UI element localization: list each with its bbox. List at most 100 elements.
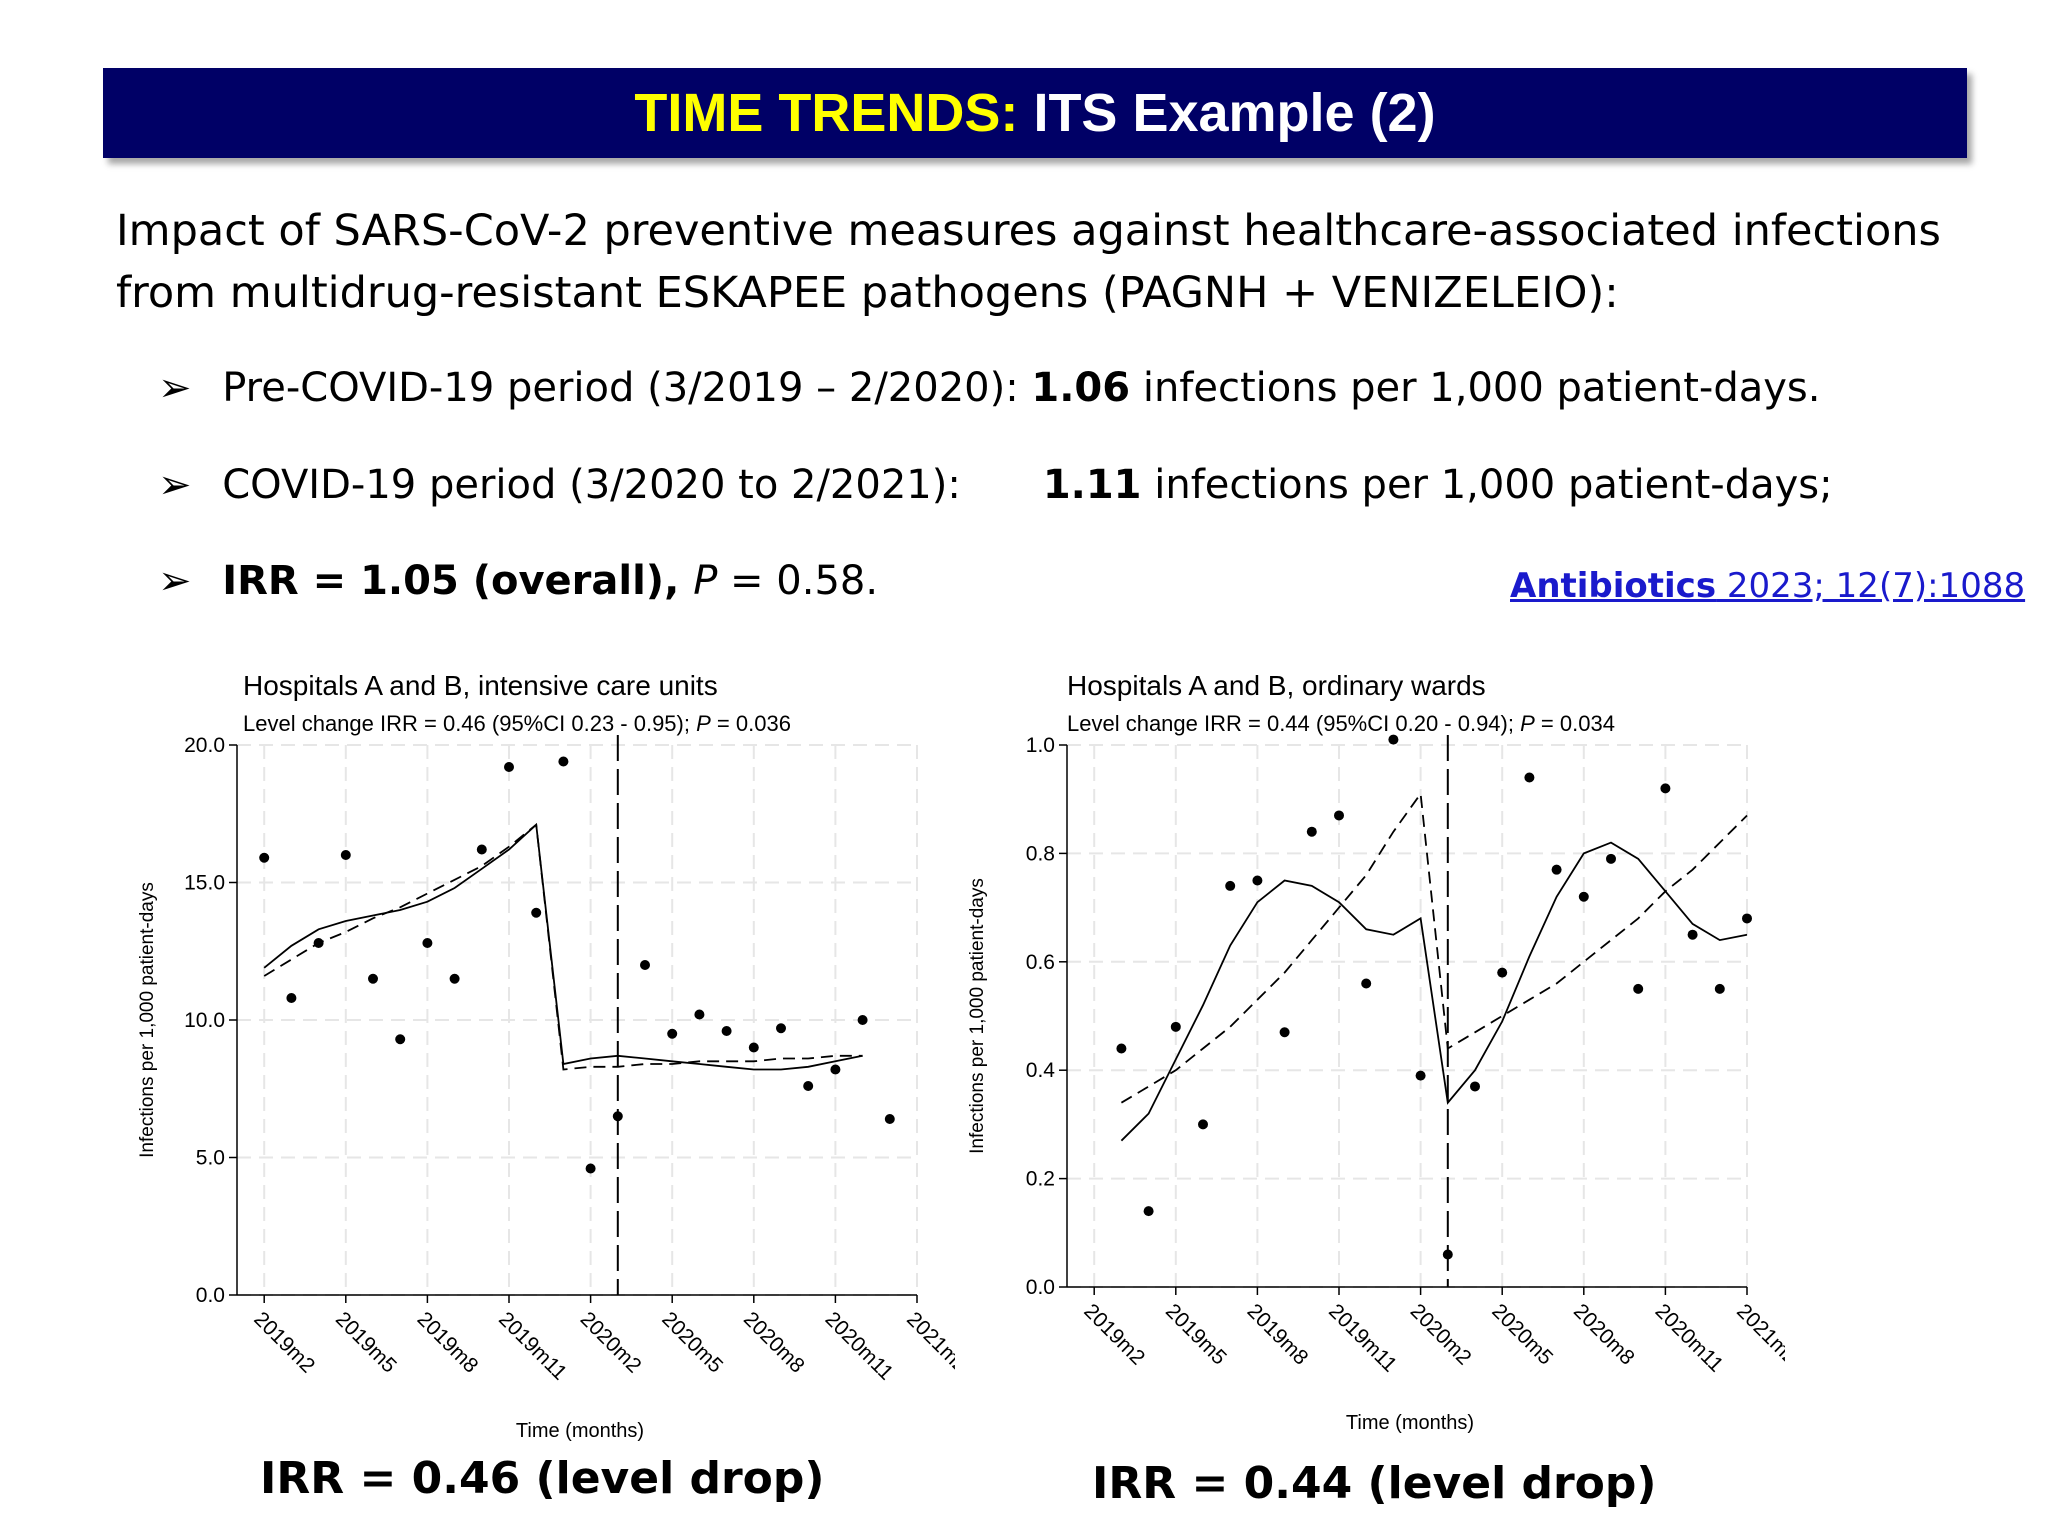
data-point [558,756,569,767]
y-tick-label: 0.0 [196,1284,225,1307]
counterfactual-line [1120,791,1748,1104]
bullet-marker: ➢ [158,558,192,604]
data-point [857,1015,868,1025]
data-point [395,1034,406,1045]
x-tick-label: 2020m11 [1651,1300,1728,1377]
data-point [1415,1070,1426,1081]
data-point [531,907,542,918]
chart-subtitle: Level change IRR = 0.46 (95%CI 0.23 - 0.… [243,711,791,736]
title-rest: ITS Example (2) [1033,83,1436,143]
chart-title: Hospitals A and B, intensive care units [243,670,718,701]
irr-label-icu: IRR = 0.46 (level drop) [260,1453,825,1504]
data-point [1225,880,1236,891]
data-point [1116,1043,1127,1054]
data-point [721,1026,732,1036]
data-point [1714,983,1725,994]
y-tick-label: 0.8 [1026,842,1055,865]
fitted-line [1120,841,1748,1142]
reference-link[interactable]: Antibiotics 2023; 12(7):1088 [1510,566,2025,606]
data-point [1334,810,1344,821]
data-point [422,938,433,948]
x-tick-label: 2020m5 [657,1308,727,1378]
data-point [1578,891,1589,902]
data-point [830,1064,841,1075]
subtitle-text: Level change IRR = 0.46 (95%CI 0.23 - 0.… [243,711,696,736]
x-tick-label: 2020m2 [1406,1300,1476,1370]
x-axis-label: Time (months) [1346,1412,1474,1434]
covid-rate: 1.11 [1042,462,1142,508]
bullet-marker: ➢ [158,365,192,411]
x-tick-label: 2019m8 [1243,1300,1313,1370]
chart-title: Hospitals A and B, ordinary wards [1067,670,1486,701]
bullet-irr: ➢ IRR = 1.05 (overall), P = 0.58. [158,558,879,604]
pre-covid-rate: 1.06 [1031,365,1131,411]
x-tick-label: 2020m5 [1487,1300,1557,1370]
title-banner: TIME TRENDS: ITS Example (2) [103,68,1967,158]
data-point [1660,783,1671,794]
x-tick-label: 2021m2 [1732,1300,1785,1370]
subtitle-value: = 0.034 [1535,711,1615,736]
fitted-line [263,822,863,1071]
irr-label-wards: IRR = 0.44 (level drop) [1092,1458,1657,1509]
y-axis-label: Infections per 1,000 patient-days [137,882,158,1158]
x-tick-label: 2021m2 [902,1308,955,1378]
y-tick-label: 5.0 [196,1147,225,1170]
data-point [748,1042,759,1053]
data-point [667,1028,678,1039]
data-point [1198,1119,1208,1130]
y-tick-label: 1.0 [1026,734,1055,757]
x-tick-label: 2019m11 [1324,1300,1401,1377]
data-point [1470,1081,1480,1092]
subtitle-p: P [1520,711,1535,736]
y-tick-label: 0.6 [1026,951,1055,974]
data-point [368,973,378,984]
data-point [1742,913,1752,924]
y-tick-label: 0.4 [1026,1059,1056,1082]
data-point [1606,853,1616,864]
y-tick-label: 20.0 [184,734,225,757]
data-point [1252,875,1263,886]
x-tick-label: 2019m2 [1079,1300,1149,1370]
data-point [1633,983,1644,994]
x-tick-label: 2020m11 [821,1308,898,1385]
y-tick-label: 0.2 [1026,1168,1055,1191]
x-tick-label: 2019m5 [331,1308,401,1378]
x-tick-label: 2019m2 [249,1308,319,1378]
x-axis-label: Time (months) [516,1420,644,1442]
data-point [504,762,514,772]
x-tick-label: 2020m8 [739,1308,809,1378]
data-point [1279,1027,1290,1038]
data-point [1143,1206,1154,1217]
data-point [803,1081,814,1091]
bullet-covid: ➢ COVID-19 period (3/2020 to 2/2021): 1.1… [158,462,1833,508]
data-point [1442,1249,1453,1260]
subtitle-value: = 0.036 [711,711,791,736]
reference-citation[interactable]: 2023; 12(7):1088 [1716,566,2026,606]
x-tick-label: 2019m5 [1161,1300,1231,1370]
subtitle-text: Level change IRR = 0.44 (95%CI 0.20 - 0.… [1067,711,1520,736]
data-point [1306,826,1317,837]
data-point [1170,1021,1181,1032]
x-tick-label: 2019m11 [494,1308,571,1385]
x-tick-label: 2019m8 [413,1308,483,1378]
data-point [449,973,460,984]
reference-journal[interactable]: Antibiotics [1510,566,1717,606]
data-point [1361,978,1372,989]
data-point [776,1023,786,1034]
title-highlight: TIME TRENDS: [634,83,1019,143]
data-point [1388,734,1399,745]
chart-wards: Hospitals A and B, ordinary wards Level c… [967,670,1785,1434]
chart-subtitle: Level change IRR = 0.44 (95%CI 0.20 - 0.… [1067,711,1615,736]
data-point [612,1111,623,1122]
y-tick-label: 0.0 [1026,1276,1055,1299]
data-point [259,852,270,863]
y-tick-label: 10.0 [184,1009,225,1032]
y-axis-label: Infections per 1,000 patient-days [967,878,988,1154]
bullet-marker: ➢ [158,462,192,508]
y-tick-label: 15.0 [184,872,225,895]
chart-icu: Hospitals A and B, intensive care units L… [137,670,955,1442]
data-point [1497,967,1508,978]
data-point [884,1114,895,1124]
x-tick-label: 2020m8 [1569,1300,1639,1370]
data-point [694,1009,705,1020]
